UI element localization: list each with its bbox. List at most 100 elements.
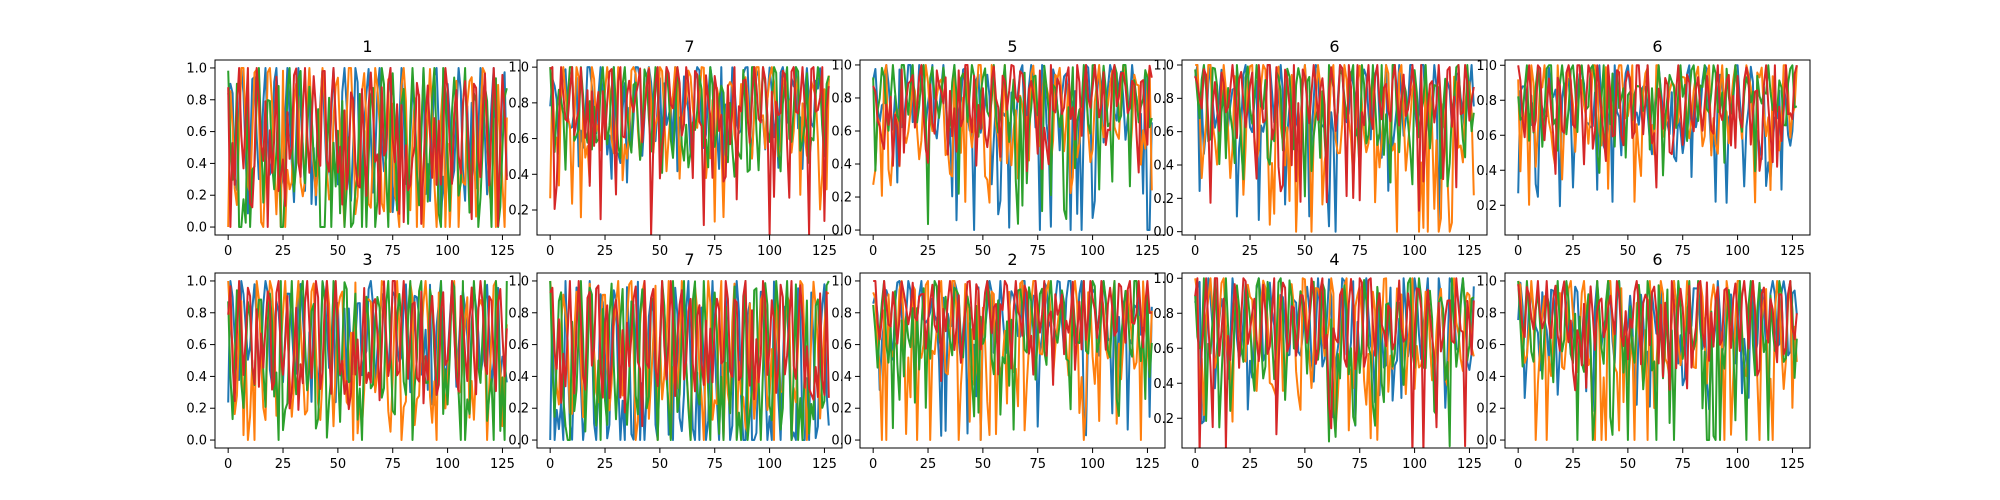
subplot-title: 4 [1329, 250, 1339, 269]
axes-frame [859, 272, 1166, 449]
x-tick-label: 75 [1029, 457, 1046, 472]
x-tick-label: 25 [275, 457, 292, 472]
y-tick-label: 1.0 [1153, 272, 1174, 287]
x-tick-label: 0 [1191, 457, 1199, 472]
axes-frame [214, 59, 521, 236]
x-tick-label: 100 [757, 457, 782, 472]
x-tick-label: 50 [1620, 457, 1637, 472]
series-line-3 [872, 64, 1153, 226]
y-tick-label: 0.8 [186, 93, 207, 108]
x-tick-label: 100 [1402, 244, 1427, 259]
x-tick-label: 25 [275, 244, 292, 259]
series-group [1517, 280, 1798, 441]
subplot-3: 0 25 50 75 100 125 0.0 0.2 0.4 0.6 0.8 1.0 5 [831, 37, 1166, 259]
y-tick-label: 0.0 [831, 224, 852, 239]
y-tick-label: 0.4 [186, 370, 207, 385]
x-tick-label: 100 [435, 457, 460, 472]
series-line-3 [1517, 64, 1798, 177]
x-tick-label: 0 [869, 244, 877, 259]
y-tick-label: 0.8 [1476, 94, 1497, 109]
x-tick-label: 100 [1725, 457, 1750, 472]
series-group [1194, 64, 1475, 233]
y-tick-label: 0.4 [831, 370, 852, 385]
x-tick-label: 125 [1780, 244, 1805, 259]
x-tick-label: 100 [1080, 457, 1105, 472]
subplot-title: 7 [684, 250, 694, 269]
series-line-1 [227, 67, 508, 222]
y-tick-label: 0.0 [186, 221, 207, 236]
series-group [1194, 277, 1475, 448]
series-group [872, 64, 1153, 231]
y-tick-label: 0.8 [1153, 307, 1174, 322]
x-tick-label: 100 [1725, 244, 1750, 259]
series-group [1517, 64, 1798, 208]
y-tick-label: 0.8 [186, 306, 207, 321]
y-tick-label: 0.6 [508, 132, 529, 147]
y-tick-label: 0.2 [186, 402, 207, 417]
y-tick-label: 0.2 [1476, 199, 1497, 214]
x-tick-label: 75 [1674, 457, 1691, 472]
y-tick-label: 0.8 [508, 96, 529, 111]
x-tick-label: 50 [652, 244, 669, 259]
y-tick-label: 1.0 [508, 61, 529, 76]
axes-frame [214, 272, 521, 449]
x-tick-label: 125 [812, 244, 837, 259]
y-tick-label: 1.0 [1153, 59, 1174, 74]
series-line-4 [1194, 277, 1475, 448]
y-tick-label: 0.4 [1476, 370, 1497, 385]
x-tick-label: 25 [597, 457, 614, 472]
x-tick-label: 0 [869, 457, 877, 472]
series-line-4 [227, 67, 508, 228]
x-tick-label: 75 [706, 244, 723, 259]
x-tick-label: 0 [546, 457, 554, 472]
subplot-1: 0 25 50 75 100 125 0.0 0.2 0.4 0.6 0.8 1.0 1 [186, 37, 521, 259]
series-group [549, 280, 830, 441]
x-tick-label: 0 [546, 244, 554, 259]
series-group [227, 67, 508, 228]
y-tick-label: 0.2 [508, 204, 529, 219]
subplot-8: 0 25 50 75 100 125 0.0 0.2 0.4 0.6 0.8 1.0 2 [831, 250, 1166, 472]
subplot-7: 0 25 50 75 100 125 0.0 0.2 0.4 0.6 0.8 1.0 7 [508, 250, 843, 472]
y-tick-label: 0.2 [1153, 192, 1174, 207]
subplot-9: 0 25 50 75 100 125 0.2 0.4 0.6 0.8 1.0 4 [1153, 250, 1488, 472]
subplot-10: 0 25 50 75 100 125 0.0 0.2 0.4 0.6 0.8 1.0 6 [1476, 250, 1811, 472]
series-line-4 [1517, 280, 1798, 392]
y-tick-label: 0.4 [1476, 164, 1497, 179]
subplot-title: 2 [1007, 250, 1017, 269]
y-tick-label: 0.6 [1153, 125, 1174, 140]
x-tick-label: 125 [490, 244, 515, 259]
series-line-3 [1194, 277, 1475, 448]
y-tick-label: 0.0 [1153, 225, 1174, 240]
series-line-4 [549, 66, 830, 235]
x-tick-label: 25 [1565, 244, 1582, 259]
y-tick-label: 1.0 [831, 58, 852, 73]
x-tick-label: 75 [706, 457, 723, 472]
x-tick-label: 75 [1029, 244, 1046, 259]
x-tick-label: 0 [1514, 244, 1522, 259]
y-tick-label: 0.2 [186, 189, 207, 204]
x-tick-label: 25 [920, 244, 937, 259]
x-tick-label: 125 [1457, 457, 1482, 472]
axes-frame [859, 59, 1166, 236]
y-tick-label: 0.0 [831, 434, 852, 449]
x-tick-label: 50 [975, 457, 992, 472]
y-tick-label: 1.0 [508, 274, 529, 289]
series-line-4 [1517, 64, 1798, 189]
x-tick-label: 75 [1351, 244, 1368, 259]
y-tick-label: 0.2 [831, 191, 852, 206]
y-tick-label: 0.2 [508, 402, 529, 417]
x-tick-label: 125 [1135, 244, 1160, 259]
x-tick-label: 75 [384, 457, 401, 472]
x-tick-label: 50 [652, 457, 669, 472]
series-line-4 [549, 280, 830, 428]
y-tick-label: 0.6 [186, 338, 207, 353]
x-tick-label: 0 [224, 457, 232, 472]
y-tick-label: 0.6 [831, 338, 852, 353]
series-line-3 [227, 67, 508, 228]
series-line-3 [549, 66, 830, 178]
x-tick-label: 25 [1242, 457, 1259, 472]
y-tick-label: 0.8 [1153, 92, 1174, 107]
series-line-3 [549, 280, 830, 441]
y-tick-label: 0.4 [508, 168, 529, 183]
subplot-title: 3 [362, 250, 372, 269]
